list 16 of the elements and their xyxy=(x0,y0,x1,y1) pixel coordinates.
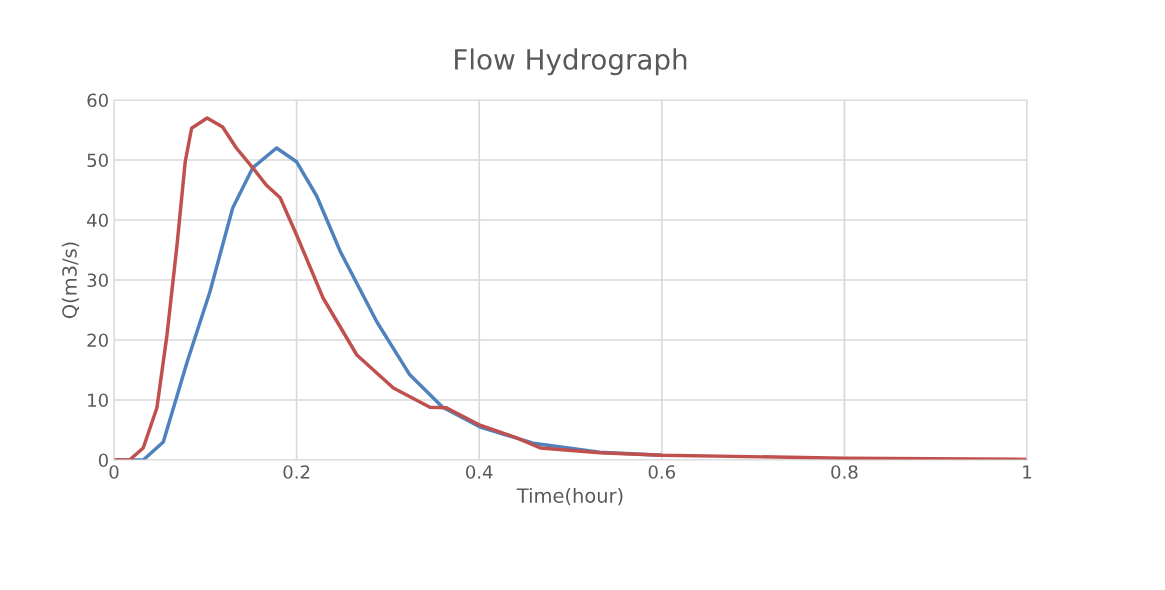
y-axis-title: Q(m3/s) xyxy=(61,242,80,319)
x-axis-title: Time(hour) xyxy=(516,487,623,506)
y-tick-label: 0 xyxy=(98,453,108,468)
y-tick-label: 60 xyxy=(87,93,108,108)
y-tick-label: 30 xyxy=(87,273,108,288)
y-tick-label: 40 xyxy=(87,213,108,228)
x-tick-label: 0.6 xyxy=(648,465,676,479)
x-tick-label: 1 xyxy=(1023,465,1032,479)
y-tick-label: 20 xyxy=(87,333,108,348)
y-tick-label: 50 xyxy=(87,153,108,168)
chart-title: Flow Hydrograph xyxy=(455,48,687,76)
y-tick-label: 10 xyxy=(88,393,108,408)
x-tick-label: 0.2 xyxy=(283,465,310,479)
x-tick-label: 0 xyxy=(109,465,119,479)
x-tick-label: 0.4 xyxy=(466,465,493,479)
x-tick-label: 0.8 xyxy=(831,465,858,479)
